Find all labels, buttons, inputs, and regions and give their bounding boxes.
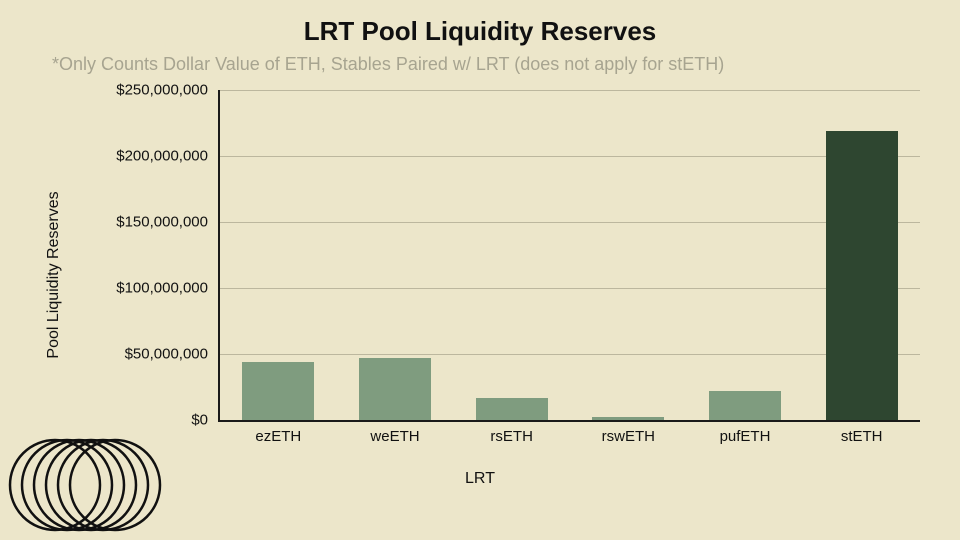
- chart-plot-area: $0$50,000,000$100,000,000$150,000,000$20…: [220, 90, 920, 420]
- x-tick-label: ezETH: [255, 428, 301, 445]
- grid-line: [220, 156, 920, 157]
- y-tick-label: $50,000,000: [8, 346, 208, 363]
- y-tick-label: $250,000,000: [8, 82, 208, 99]
- logo-icon: [0, 430, 170, 540]
- x-tick-label: weETH: [370, 428, 419, 445]
- bar-stETH: [826, 131, 898, 420]
- bar-rsETH: [476, 398, 548, 420]
- x-tick-label: stETH: [841, 428, 883, 445]
- y-tick-label: $100,000,000: [8, 280, 208, 297]
- y-axis: [218, 90, 220, 422]
- grid-line: [220, 354, 920, 355]
- bar-pufETH: [709, 391, 781, 420]
- y-tick-label: $200,000,000: [8, 148, 208, 165]
- x-axis: [218, 420, 920, 422]
- y-tick-label: $0: [8, 412, 208, 429]
- chart-title: LRT Pool Liquidity Reserves: [0, 16, 960, 47]
- chart-subtitle: *Only Counts Dollar Value of ETH, Stable…: [52, 54, 724, 75]
- grid-line: [220, 90, 920, 91]
- grid-line: [220, 288, 920, 289]
- x-tick-label: rsETH: [490, 428, 533, 445]
- y-tick-label: $150,000,000: [8, 214, 208, 231]
- bar-ezETH: [242, 362, 314, 420]
- x-tick-label: pufETH: [720, 428, 771, 445]
- bar-weETH: [359, 358, 431, 420]
- grid-line: [220, 222, 920, 223]
- x-tick-label: rswETH: [602, 428, 655, 445]
